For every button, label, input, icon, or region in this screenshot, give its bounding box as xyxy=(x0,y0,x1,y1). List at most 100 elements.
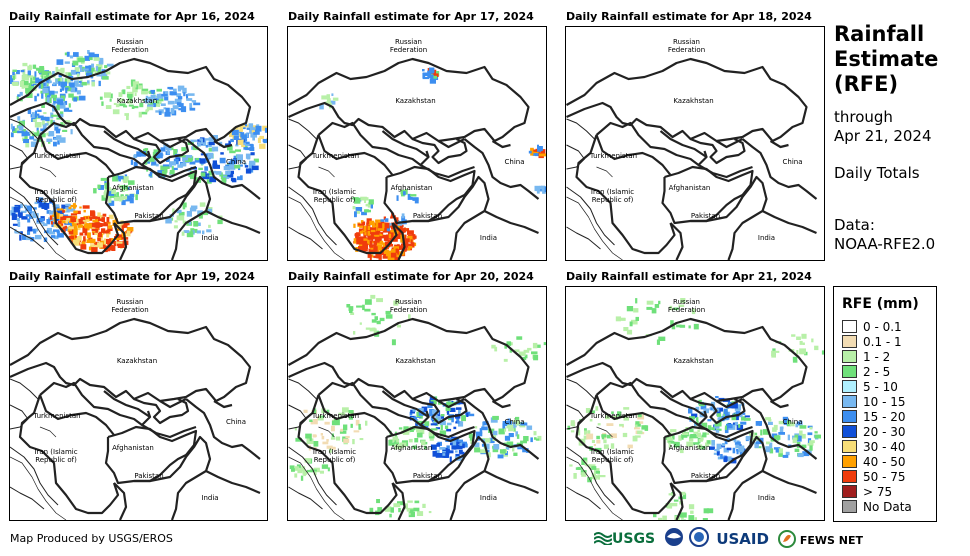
rainfall-cell xyxy=(313,441,319,447)
rainfall-cell xyxy=(79,221,85,224)
rainfall-cell xyxy=(84,82,90,86)
rainfall-cell xyxy=(104,65,108,69)
rainfall-cell xyxy=(70,69,76,75)
rainfall-cell xyxy=(676,324,682,328)
rainfall-cell xyxy=(64,100,68,105)
rainfall-cell xyxy=(484,438,491,443)
rainfall-cell xyxy=(80,244,87,250)
rainfall-cell xyxy=(419,428,425,435)
rainfall-cell xyxy=(36,127,39,132)
rainfall-cell xyxy=(25,131,31,136)
rainfall-cell xyxy=(42,124,47,129)
rainfall-cell xyxy=(198,167,203,170)
rainfall-cell xyxy=(361,211,367,216)
rainfall-cell xyxy=(172,208,175,213)
rainfall-cell xyxy=(13,207,20,213)
rainfall-cell xyxy=(792,360,798,363)
data-source-value: NOAA-RFE2.0 xyxy=(834,235,936,253)
rainfall-cell xyxy=(164,96,169,101)
rainfall-cell xyxy=(368,231,376,235)
country-label-india: India xyxy=(201,494,218,502)
rainfall-cell xyxy=(453,426,457,430)
rainfall-cell xyxy=(167,149,170,155)
country-border xyxy=(463,398,540,495)
rainfall-cell xyxy=(243,143,248,150)
rainfall-cell xyxy=(361,238,368,241)
rainfall-cell xyxy=(109,98,112,102)
rainfall-cell xyxy=(637,414,642,418)
rainfall-cell xyxy=(441,414,444,419)
rainfall-cell xyxy=(385,237,389,242)
rainfall-cell xyxy=(372,327,376,331)
rainfall-cell xyxy=(132,105,139,109)
rainfall-cell xyxy=(433,75,437,79)
rainfall-cell xyxy=(62,215,67,219)
rainfall-cell xyxy=(707,425,712,431)
rainfall-cell xyxy=(692,442,700,445)
rainfall-cell xyxy=(587,430,591,436)
rainfall-cell xyxy=(460,451,465,455)
rainfall-cell xyxy=(190,175,196,180)
country-border xyxy=(412,137,475,179)
rainfall-cell xyxy=(369,220,375,226)
rainfall-cell xyxy=(85,219,90,223)
country-label-kazakhstan: Kazakhstan xyxy=(673,357,713,365)
usaid-logo: USAID xyxy=(716,530,769,548)
rainfall-cell xyxy=(766,441,770,445)
rainfall-cell xyxy=(326,445,333,449)
rainfall-cell xyxy=(84,55,90,61)
rainfall-cell xyxy=(404,503,408,510)
country-label-afghanistan: Afghanistan xyxy=(669,444,711,452)
rainfall-cell xyxy=(38,197,44,201)
rainfall-cell xyxy=(430,423,438,426)
rainfall-cell xyxy=(413,507,420,512)
rainfall-cell xyxy=(83,209,86,213)
rainfall-cell xyxy=(74,218,81,224)
rainfall-cell xyxy=(33,83,37,86)
rainfall-cell xyxy=(108,200,115,206)
rainfall-cell xyxy=(363,225,367,232)
rainfall-cell xyxy=(188,172,195,178)
country-label-india: India xyxy=(480,494,497,502)
rainfall-cell xyxy=(78,218,83,223)
rainfall-cell xyxy=(796,421,803,426)
rainfall-cell xyxy=(201,162,204,165)
rainfall-cell xyxy=(31,112,35,118)
legend-label: 0 - 0.1 xyxy=(863,320,902,334)
rainfall-cell xyxy=(390,507,394,513)
rainfall-cell xyxy=(212,163,218,169)
rainfall-cell xyxy=(369,244,374,248)
rainfall-cell xyxy=(569,464,573,467)
rainfall-cell xyxy=(233,127,239,130)
rainfall-cell xyxy=(197,142,201,147)
rainfall-cell xyxy=(254,129,260,132)
rainfall-cell xyxy=(76,73,80,77)
rainfall-cell xyxy=(200,153,204,156)
rainfall-cell xyxy=(172,105,179,110)
country-border xyxy=(113,435,212,520)
rainfall-cell xyxy=(514,349,520,353)
rainfall-cell xyxy=(20,210,27,213)
rainfall-cell xyxy=(46,120,50,126)
rainfall-cell xyxy=(20,69,25,73)
rainfall-cell xyxy=(375,219,382,222)
rainfall-cell xyxy=(68,231,74,235)
rainfall-cell xyxy=(181,147,187,152)
rainfall-cell xyxy=(124,174,128,178)
rainfall-cell xyxy=(97,212,101,217)
rainfall-cell xyxy=(709,446,715,450)
rainfall-cell xyxy=(183,155,188,161)
country-border xyxy=(10,378,59,510)
rainfall-cell xyxy=(186,155,193,160)
rainfall-cell xyxy=(390,226,394,230)
rainfall-cell xyxy=(768,421,773,425)
rainfall-cell xyxy=(769,448,774,454)
usaid-logo-text: USAID xyxy=(716,530,769,548)
country-label-iran-2: Republic of) xyxy=(35,196,77,204)
rainfall-cell xyxy=(97,67,101,73)
rainfall-cell xyxy=(25,214,31,217)
rainfall-cell xyxy=(88,246,92,251)
country-border xyxy=(566,426,623,520)
rainfall-cell xyxy=(407,193,412,198)
rainfall-cell xyxy=(716,428,722,431)
